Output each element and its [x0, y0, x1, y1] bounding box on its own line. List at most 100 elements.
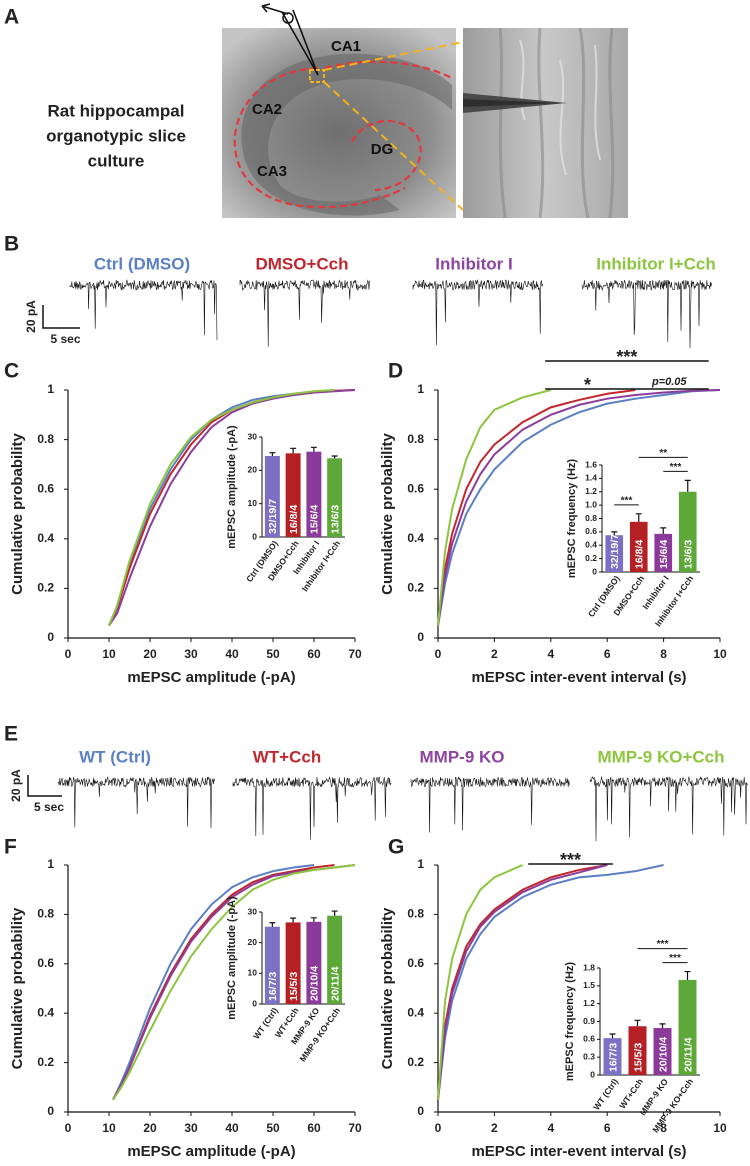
x-tick-label: 6: [604, 647, 611, 661]
y-tick-label: 20: [248, 465, 258, 475]
x-tick-label: 70: [348, 647, 362, 661]
current-trace: [589, 775, 749, 842]
x-axis-label: mEPSC inter-event interval (s): [471, 1143, 686, 1160]
error-bar: [635, 513, 642, 522]
cumulative-curve: [112, 864, 335, 1101]
cumulative-curve: [112, 864, 356, 1101]
error-bar: [684, 479, 691, 492]
y-tick-label: 0.2: [585, 553, 597, 563]
panel-letter: D: [388, 360, 403, 383]
cumulative-curve: [437, 864, 608, 1100]
bar: [285, 453, 301, 537]
x-axis-label: mEPSC inter-event interval (s): [471, 669, 686, 686]
n-label: 16/8/4: [288, 505, 300, 534]
current-trace: [581, 279, 712, 349]
region-label: CA3: [257, 163, 287, 180]
y-tick-label: 0.6: [37, 956, 54, 970]
current-trace: [412, 279, 543, 346]
caption-line: culture: [88, 151, 145, 170]
current-trace: [69, 279, 218, 341]
x-tick-label: 0: [65, 1121, 72, 1135]
error-bar: [660, 527, 667, 534]
panel-letter: B: [4, 233, 19, 256]
condition-label: DMSO+Cch: [255, 254, 348, 273]
caption-line: Rat hippocampal: [48, 101, 185, 120]
x-tick-label: 20: [143, 647, 157, 661]
x-tick-label: 10: [713, 647, 727, 661]
cumulative-curve: [437, 389, 552, 626]
error-bar: [310, 446, 317, 452]
x-tick-label: 10: [102, 1121, 116, 1135]
n-label: 20/11/4: [329, 966, 341, 1001]
y-tick-label: 10: [248, 968, 258, 978]
x-tick-label: 10: [713, 1121, 727, 1135]
bar: [678, 491, 697, 572]
y-tick-label: 1.8: [583, 962, 595, 972]
n-label: 16/7/3: [607, 1043, 619, 1072]
x-tick-label: 0: [65, 647, 72, 661]
x-tick-label: 4: [547, 1121, 554, 1135]
bar: [285, 922, 301, 1004]
error-bar: [290, 917, 297, 923]
scale-current: 20 pA: [9, 769, 23, 802]
panel-letter: E: [4, 723, 18, 746]
significance-label: ***: [616, 347, 637, 367]
bar: [306, 921, 322, 1004]
scale-bar: [42, 305, 80, 329]
bar: [605, 535, 624, 572]
bar: [654, 533, 673, 572]
significance-label: **: [659, 448, 667, 459]
scale-time: 5 sec: [50, 332, 80, 346]
x-tick-label: 60: [307, 647, 321, 661]
cumulative-curve: [437, 389, 721, 626]
cumulative-curve: [108, 389, 335, 626]
slice-image: [222, 3, 464, 218]
x-tick-label: 70: [348, 1121, 362, 1135]
y-tick-label: 0: [252, 531, 257, 541]
x-tick-label: 40: [225, 647, 239, 661]
region-label: DG: [371, 141, 394, 158]
bar: [653, 1028, 672, 1075]
significance-label: ***: [670, 462, 682, 473]
y-tick-label: 1: [417, 382, 424, 396]
error-bar: [331, 910, 338, 916]
significance-label: p=0.05: [651, 376, 687, 388]
x-tick-label: 50: [266, 647, 280, 661]
y-tick-label: 1: [47, 857, 54, 871]
x-tick-label: 8: [660, 647, 667, 661]
n-label: 32/19/7: [267, 499, 279, 534]
y-tick-label: 0.3: [583, 1051, 595, 1061]
bar: [628, 1026, 647, 1075]
region-label: CA1: [331, 38, 361, 55]
y-tick-label: 0.2: [407, 581, 424, 595]
y-tick-label: 1: [47, 382, 54, 396]
significance-label: *: [584, 375, 591, 395]
y-tick-label: 0.2: [37, 1055, 54, 1069]
y-tick-label: 1.6: [585, 459, 597, 469]
condition-label: WT+Cch: [253, 747, 321, 766]
condition-label: Inhibitor I+Cch: [596, 254, 715, 273]
y-tick-label: 0: [417, 630, 424, 644]
y-tick-label: 0.8: [37, 432, 54, 446]
y-tick-label: 0.6: [37, 481, 54, 495]
panel-letter: G: [388, 836, 404, 859]
x-tick-label: 10: [102, 647, 116, 661]
error-bar: [310, 917, 317, 922]
condition-label: Inhibitor I: [435, 254, 512, 273]
error-bar: [611, 531, 618, 536]
x-tick-label: 30: [184, 1121, 198, 1135]
y-tick-label: 0.6: [407, 956, 424, 970]
y-tick-label: 0.4: [585, 540, 597, 550]
y-tick-label: 0: [590, 1069, 595, 1079]
caption-line: organotypic slice: [46, 126, 186, 145]
cumulative-curve: [437, 864, 664, 1100]
y-tick-label: 0.2: [407, 1055, 424, 1069]
x-tick-label: 8: [660, 1121, 667, 1135]
x-axis-label: mEPSC amplitude (-pA): [127, 669, 295, 686]
x-tick-label: 0: [435, 647, 442, 661]
y-tick-label: 1.4: [585, 473, 597, 483]
y-tick-label: 0.2: [37, 581, 54, 595]
x-tick-label: 20: [143, 1121, 157, 1135]
panel-letter: F: [4, 836, 17, 859]
y-tick-label: 0: [252, 998, 257, 1008]
